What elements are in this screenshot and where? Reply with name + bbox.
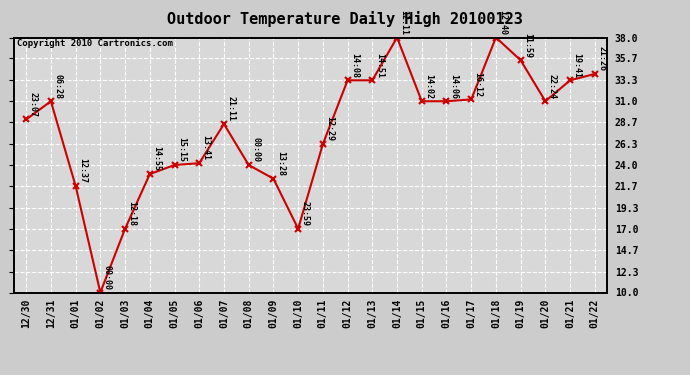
Text: 22:24: 22:24 — [548, 74, 557, 99]
Text: Copyright 2010 Cartronics.com: Copyright 2010 Cartronics.com — [17, 39, 172, 48]
Text: 12:11: 12:11 — [400, 10, 408, 35]
Text: 12:29: 12:29 — [326, 116, 335, 141]
Text: Outdoor Temperature Daily High 20100123: Outdoor Temperature Daily High 20100123 — [167, 11, 523, 27]
Text: 14:02: 14:02 — [424, 74, 433, 99]
Text: 14:08: 14:08 — [350, 53, 359, 78]
Text: 23:59: 23:59 — [301, 201, 310, 226]
Text: 16:12: 16:12 — [474, 72, 483, 97]
Text: 00:00: 00:00 — [251, 137, 260, 162]
Text: 14:51: 14:51 — [375, 53, 384, 78]
Text: 00:00: 00:00 — [103, 265, 112, 290]
Text: 13:41: 13:41 — [201, 135, 210, 160]
Text: 12:18: 12:18 — [128, 201, 137, 226]
Text: 06:28: 06:28 — [53, 74, 62, 99]
Text: 11:59: 11:59 — [523, 33, 532, 57]
Text: 14:06: 14:06 — [449, 74, 458, 99]
Text: 21:11: 21:11 — [226, 96, 235, 121]
Text: 12:40: 12:40 — [498, 10, 507, 35]
Text: 21:26: 21:26 — [598, 46, 607, 71]
Text: 23:07: 23:07 — [29, 92, 38, 117]
Text: 14:55: 14:55 — [152, 146, 161, 171]
Text: 15:15: 15:15 — [177, 137, 186, 162]
Text: 19:41: 19:41 — [573, 53, 582, 78]
Text: 13:28: 13:28 — [276, 151, 285, 176]
Text: 12:37: 12:37 — [78, 158, 87, 183]
